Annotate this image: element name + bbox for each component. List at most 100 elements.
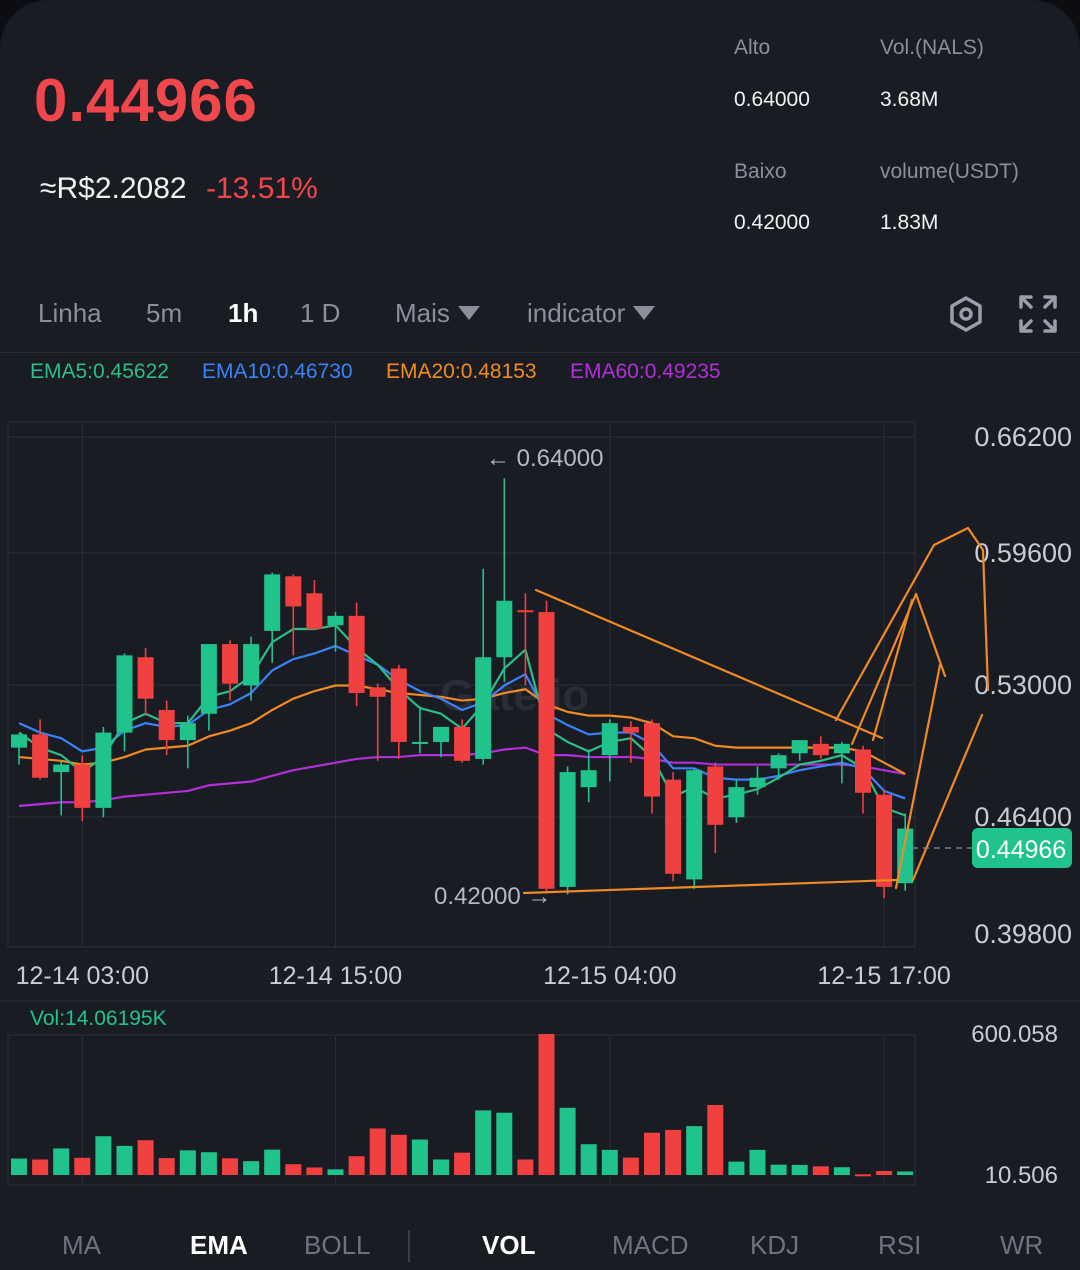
y-axis-tick-label: 0.46400 xyxy=(974,802,1072,832)
candle-body xyxy=(454,726,471,761)
volume-bar xyxy=(876,1171,893,1175)
tab-linha[interactable]: Linha xyxy=(38,298,102,328)
tab-wr[interactable]: WR xyxy=(1000,1230,1044,1260)
settings-hexagon-icon xyxy=(950,296,982,332)
tab-separator xyxy=(408,1230,410,1262)
tab-ma[interactable]: MA xyxy=(62,1230,101,1260)
volume-bar xyxy=(559,1107,576,1175)
candle-body xyxy=(369,687,386,697)
volume-bar xyxy=(411,1139,428,1175)
volume-bar xyxy=(348,1156,365,1175)
volume-bar xyxy=(601,1149,618,1175)
tab-indicator-dropdown[interactable]: indicator xyxy=(527,298,656,329)
volume-bar xyxy=(11,1158,27,1175)
stat-vol-quote-label: volume(USDT) xyxy=(880,160,1019,183)
candlestick-chart[interactable]: Gate.io0.662000.596000.530000.464000.398… xyxy=(0,410,1080,1210)
y-axis-tick-label: 0.59600 xyxy=(974,538,1072,568)
tab-5m[interactable]: 5m xyxy=(146,298,183,328)
tab-1d[interactable]: 1 D xyxy=(300,298,341,328)
candle-body xyxy=(686,770,703,880)
fullscreen-button[interactable] xyxy=(1016,292,1060,336)
stat-low-label: Baixo xyxy=(734,160,787,183)
candle-body xyxy=(833,743,850,754)
volume-bar xyxy=(179,1150,196,1175)
x-axis-tick-label: 12-14 15:00 xyxy=(269,962,402,990)
volume-bar xyxy=(200,1152,217,1175)
trend-drawing-line xyxy=(850,592,947,746)
tab-more-dropdown[interactable]: Mais xyxy=(395,298,480,329)
candle-body xyxy=(433,726,449,742)
candle-body xyxy=(200,644,217,714)
volume-bar xyxy=(791,1164,808,1175)
x-axis-tick-label: 12-14 03:00 xyxy=(16,962,149,990)
trend-drawing-line xyxy=(522,878,898,895)
volume-bar xyxy=(517,1159,534,1175)
tab-more-label: Mais xyxy=(395,298,450,328)
candle-body xyxy=(538,612,555,889)
candle-body xyxy=(876,794,893,887)
ema5-legend: EMA5:0.45622 xyxy=(30,360,169,383)
interval-tabs: Linha 5m 1h 1 D Mais indicator xyxy=(0,298,1080,338)
candle-body xyxy=(285,576,302,607)
candle-body xyxy=(243,644,260,686)
trend-drawing-line xyxy=(534,588,884,740)
candle-body xyxy=(496,600,513,658)
volume-axis-tick-label: 600.058 xyxy=(971,1021,1058,1048)
stat-high-label: Alto xyxy=(734,36,771,59)
fiat-price: ≈R$2.2082 xyxy=(40,172,187,205)
candle-body xyxy=(74,764,91,808)
fullscreen-icon xyxy=(1019,295,1057,333)
tab-rsi[interactable]: RSI xyxy=(878,1230,922,1260)
volume-bar xyxy=(327,1169,344,1175)
volume-bar xyxy=(644,1132,660,1175)
volume-axis-tick-label: 10.506 xyxy=(985,1162,1058,1189)
volume-bar xyxy=(475,1110,492,1175)
candle-body xyxy=(348,615,365,694)
volume-bar xyxy=(897,1171,914,1175)
volume-bar xyxy=(369,1128,386,1175)
volume-bar xyxy=(285,1164,302,1175)
ema20-legend: EMA20:0.48153 xyxy=(386,360,537,383)
tab-boll[interactable]: BOLL xyxy=(304,1230,371,1260)
candle-body xyxy=(179,723,196,741)
candle-body xyxy=(264,574,281,631)
stat-low-value: 0.42000 xyxy=(734,211,810,234)
divider xyxy=(0,352,1080,353)
tab-kdj[interactable]: KDJ xyxy=(750,1230,800,1260)
volume-bar xyxy=(264,1149,281,1175)
low-price-marker: 0.42000 → xyxy=(434,883,551,910)
volume-bar xyxy=(137,1140,154,1175)
volume-bar xyxy=(32,1159,49,1175)
x-axis-tick-label: 12-15 04:00 xyxy=(543,962,676,990)
candle-body xyxy=(601,723,618,756)
candle-body xyxy=(475,657,492,759)
volume-bar xyxy=(812,1166,829,1175)
ema10-legend: EMA10:0.46730 xyxy=(202,360,353,383)
chevron-down-icon xyxy=(457,306,480,321)
stat-vol-base-value: 3.68M xyxy=(880,88,939,111)
ema60-legend: EMA60:0.49235 xyxy=(570,360,721,383)
candle-body xyxy=(622,726,639,733)
tab-vol[interactable]: VOL xyxy=(482,1230,536,1260)
volume-legend: Vol:14.06195K xyxy=(30,1007,167,1030)
candle-body xyxy=(327,615,344,626)
high-price-marker: ← 0.64000 xyxy=(486,445,603,472)
candle-body xyxy=(95,732,112,808)
volume-bar xyxy=(53,1148,70,1175)
volume-bar xyxy=(728,1161,745,1175)
tab-1h[interactable]: 1h xyxy=(228,298,259,328)
trend-drawing-line xyxy=(911,713,984,882)
chart-settings-button[interactable] xyxy=(944,292,988,336)
tab-ema[interactable]: EMA xyxy=(190,1230,248,1260)
indicator-tabs: MA EMA BOLL VOL MACD KDJ RSI WR xyxy=(0,1230,1080,1266)
tab-macd[interactable]: MACD xyxy=(612,1230,689,1260)
volume-bar xyxy=(770,1164,787,1175)
current-price-tag-label: 0.44966 xyxy=(976,836,1066,864)
stat-high-value: 0.64000 xyxy=(734,88,810,111)
candle-body xyxy=(855,749,871,793)
candle-body xyxy=(116,655,133,733)
candle-body xyxy=(53,764,70,773)
volume-bar xyxy=(833,1167,850,1175)
volume-bar xyxy=(222,1158,238,1175)
